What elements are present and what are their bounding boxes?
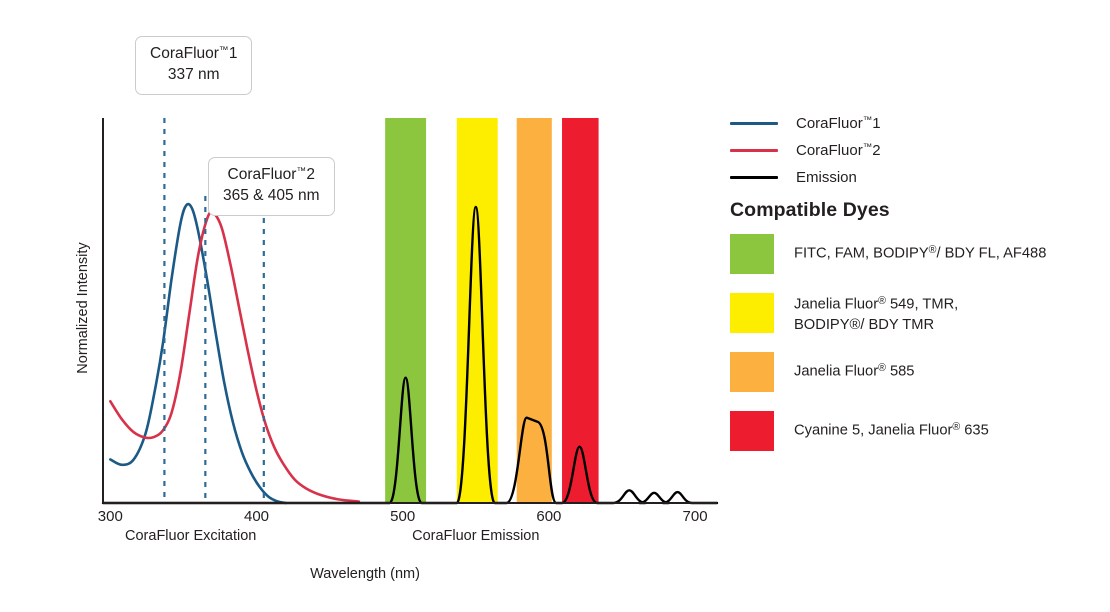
curve-CoraFluor2 — [109, 210, 361, 503]
dye-label-line1-base: Cyanine 5, Janelia Fluor — [794, 422, 953, 439]
y-axis-title: Normalized Intensity — [75, 242, 91, 374]
curve-CoraFluor1 — [109, 202, 288, 505]
dye-color-swatch — [730, 293, 774, 333]
callout-corafluor2: CoraFluor™2 365 & 405 nm — [208, 157, 335, 216]
legend-line-swatch — [730, 176, 778, 179]
series-legend: CoraFluor™1 CoraFluor™2 Emission — [730, 110, 1090, 191]
legend-label: CoraFluor™1 — [796, 115, 881, 132]
trademark-icon: ™ — [862, 142, 873, 153]
dye-label: Cyanine 5, Janelia Fluor® 635 — [794, 411, 989, 441]
red-band — [562, 118, 599, 503]
registered-trademark-icon: ® — [952, 421, 961, 433]
legend-label-suffix: 1 — [872, 115, 881, 132]
dye-label-line1-rest: 585 — [885, 363, 915, 380]
green-band — [385, 118, 427, 503]
dye-label-line1-base: Janelia Fluor — [794, 363, 879, 380]
dye-label-line1: FITC, FAM, BODIPY®/ BDY FL, AF488 — [794, 243, 1046, 264]
legend-label-base: CoraFluor — [796, 142, 863, 159]
registered-trademark-icon: ® — [878, 295, 886, 307]
x-tick-400: 400 — [243, 508, 270, 525]
dye-row-0: FITC, FAM, BODIPY®/ BDY FL, AF488 — [730, 234, 1100, 276]
dye-label-line1-base: Janelia Fluor — [794, 296, 879, 313]
callout-cf1-line1: CoraFluor™1 — [150, 45, 238, 62]
x-tick-600: 600 — [536, 508, 562, 525]
legend-row-0: CoraFluor™1 — [730, 110, 1090, 137]
legend-label-base: Emission — [796, 169, 857, 186]
dye-label: FITC, FAM, BODIPY®/ BDY FL, AF488 — [794, 234, 1046, 264]
legend-row-2: Emission — [730, 164, 1090, 191]
dye-label: Janelia Fluor® 549, TMR, BODIPY®/ BDY TMR — [794, 293, 958, 335]
dye-label-line1: Cyanine 5, Janelia Fluor® 635 — [794, 420, 989, 441]
x-axis-sublabel-emission: CoraFluor Emission — [412, 528, 540, 544]
dye-color-swatch — [730, 411, 774, 451]
callout-cf1-line2: 337 nm — [167, 65, 220, 83]
registered-trademark-icon: ® — [928, 244, 937, 256]
dye-color-swatch — [730, 352, 774, 392]
dye-label-line1-rest: / BDY FL, AF488 — [936, 245, 1047, 262]
legend-row-1: CoraFluor™2 — [730, 137, 1090, 164]
dye-label-line2: BODIPY®/ BDY TMR — [794, 316, 935, 333]
dye-row-1: Janelia Fluor® 549, TMR, BODIPY®/ BDY TMR — [730, 293, 1100, 335]
side-panel: CoraFluor™1 CoraFluor™2 Emission Compatibl… — [730, 0, 1110, 612]
dye-color-swatch — [730, 234, 774, 274]
dye-label-line1-rest: 549, TMR, — [885, 296, 959, 313]
dye-label-line1-rest: 635 — [960, 422, 989, 439]
callout-corafluor1: CoraFluor™1 337 nm — [135, 36, 253, 95]
plot-panel: CoraFluor™1 337 nm CoraFluor™2 365 & 405… — [75, 36, 719, 582]
legend-label: CoraFluor™2 — [796, 142, 881, 159]
spectra-plot — [101, 118, 719, 505]
callout-cf2-line2: 365 & 405 nm — [223, 186, 320, 204]
registered-trademark-icon: ® — [878, 362, 886, 374]
dye-row-3: Cyanine 5, Janelia Fluor® 635 — [730, 411, 1100, 453]
x-tick-300: 300 — [97, 508, 123, 525]
legend-line-swatch — [730, 149, 778, 152]
legend-label: Emission — [796, 169, 857, 186]
dye-label: Janelia Fluor® 585 — [794, 352, 914, 382]
dye-label-line1-base: FITC, FAM, BODIPY — [794, 245, 929, 262]
compatible-dyes-heading: Compatible Dyes — [730, 199, 890, 221]
legend-label-base: CoraFluor — [796, 115, 863, 132]
x-axis-sublabel-excitation: CoraFluor Excitation — [125, 528, 257, 544]
legend-line-swatch — [730, 122, 778, 125]
x-tick-500: 500 — [390, 508, 416, 525]
callout-cf2-line1: CoraFluor™2 — [227, 166, 315, 183]
x-axis-title: Wavelength (nm) — [310, 566, 420, 582]
trademark-icon: ™ — [862, 115, 873, 126]
dye-label-line1: Janelia Fluor® 549, TMR, — [794, 294, 958, 315]
legend-label-suffix: 2 — [872, 142, 881, 159]
x-tick-700: 700 — [682, 508, 708, 525]
compatible-dyes-list: FITC, FAM, BODIPY®/ BDY FL, AF488 Janelia… — [730, 234, 1100, 470]
dye-label-line1: Janelia Fluor® 585 — [794, 361, 914, 382]
dye-row-2: Janelia Fluor® 585 — [730, 352, 1100, 394]
